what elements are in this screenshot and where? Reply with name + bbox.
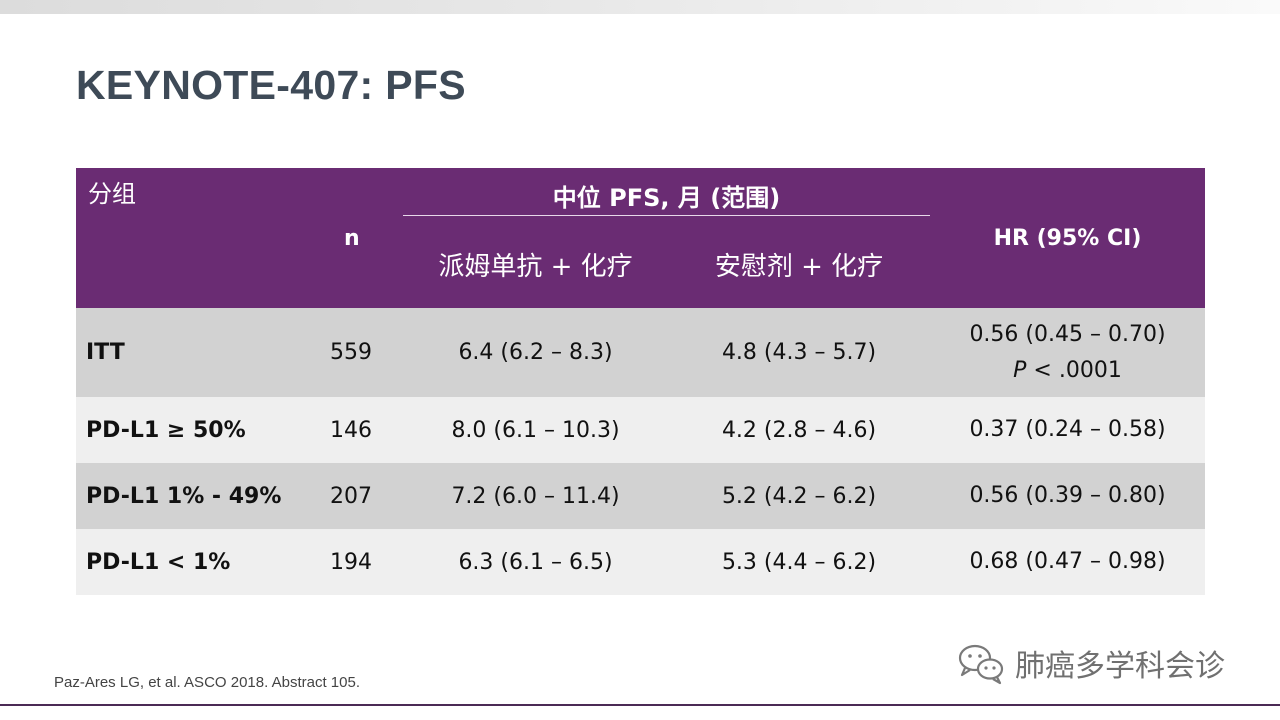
row-group-name: PD-L1 < 1% [86, 549, 231, 575]
row-arm2-pfs: 5.2 (4.2 – 6.2) [721, 483, 877, 509]
table-row: ITT 559 6.4 (6.2 – 8.3) 4.8 (4.3 – 5.7) … [76, 308, 1205, 397]
row-arm1-pfs: 6.3 (6.1 – 6.5) [458, 549, 613, 575]
pfs-table: 分组 n 中位 PFS, 月 (范围) 派姆单抗 + 化疗 安慰剂 + 化疗 H… [76, 168, 1205, 595]
table-row: PD-L1 1% - 49% 207 7.2 (6.0 – 11.4) 5.2 … [76, 463, 1205, 529]
row-n: 146 [330, 417, 372, 443]
header-hr: HR (95% CI) [993, 226, 1142, 251]
row-hr: 0.56 (0.39 – 0.80) [969, 483, 1166, 508]
header-arm-pembrolizumab: 派姆单抗 + 化疗 [438, 252, 633, 282]
p-value: < .0001 [1033, 357, 1122, 383]
row-arm2-pfs: 4.8 (4.3 – 5.7) [721, 340, 877, 365]
row-arm1-pfs: 7.2 (6.0 – 11.4) [451, 483, 620, 509]
table-row: PD-L1 < 1% 194 6.3 (6.1 – 6.5) 5.3 (4.4 … [76, 529, 1205, 595]
row-arm2-pfs: 4.2 (2.8 – 4.6) [721, 417, 877, 443]
row-arm1-pfs: 8.0 (6.1 – 10.3) [451, 417, 620, 443]
watermark: 肺癌多学科会诊 [955, 640, 1225, 686]
row-n: 207 [330, 483, 372, 509]
row-n: 559 [330, 340, 372, 365]
top-decorative-bar [0, 0, 1280, 14]
table-row: PD-L1 ≥ 50% 146 8.0 (6.1 – 10.3) 4.2 (2.… [76, 397, 1205, 463]
row-group-name: PD-L1 1% - 49% [86, 483, 282, 509]
header-n: n [344, 226, 360, 251]
row-arm1-pfs: 6.4 (6.2 – 8.3) [458, 340, 613, 365]
wechat-icon [958, 644, 1004, 685]
table-header: 分组 n 中位 PFS, 月 (范围) 派姆单抗 + 化疗 安慰剂 + 化疗 H… [76, 168, 1205, 308]
header-median-pfs: 中位 PFS, 月 (范围) [552, 184, 781, 212]
row-group-name: ITT [86, 340, 125, 365]
row-hr-cell: 0.56 (0.45 – 0.70) P < .0001 [930, 308, 1205, 397]
row-group-name: PD-L1 ≥ 50% [86, 417, 246, 443]
header-arm-placebo: 安慰剂 + 化疗 [714, 252, 884, 282]
row-hr: 0.68 (0.47 – 0.98) [969, 549, 1166, 574]
citation: Paz-Ares LG, et al. ASCO 2018. Abstract … [54, 674, 360, 691]
bottom-rule [0, 704, 1280, 706]
p-label: P [1013, 357, 1027, 383]
slide-title: KEYNOTE-407: PFS [76, 62, 466, 108]
row-hr: 0.56 (0.45 – 0.70) [969, 321, 1166, 347]
row-arm2-pfs: 5.3 (4.4 – 6.2) [721, 549, 877, 575]
row-hr: 0.37 (0.24 – 0.58) [969, 417, 1166, 442]
row-p-value-line: P < .0001 [1013, 353, 1122, 389]
watermark-text: 肺癌多学科会诊 [1015, 649, 1225, 684]
row-n: 194 [330, 549, 372, 575]
header-group: 分组 [88, 180, 136, 208]
header-divider [403, 215, 930, 216]
